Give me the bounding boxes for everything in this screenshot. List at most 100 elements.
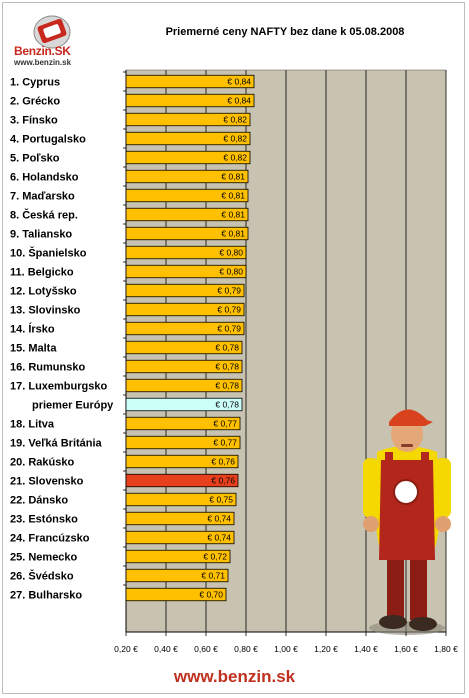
- bar: [125, 359, 243, 374]
- category-label: 24. Francúzsko: [10, 533, 90, 545]
- category-label: 8. Česká rep.: [10, 209, 78, 222]
- footer-url[interactable]: www.benzin.sk: [173, 667, 296, 686]
- category-label: 13. Slovinsko: [10, 305, 81, 317]
- bar: [125, 264, 247, 279]
- data-label: € 0,80: [219, 267, 243, 277]
- bar: [125, 131, 251, 146]
- category-label: priemer Európy: [32, 400, 114, 412]
- bar: [125, 150, 251, 165]
- category-label: 23. Estónsko: [10, 514, 78, 526]
- category-label: 1. Cyprus: [10, 77, 60, 89]
- category-label: 4. Portugalsko: [10, 134, 86, 146]
- x-tick-label: 1,00 €: [274, 644, 298, 654]
- bar: [125, 416, 241, 431]
- data-label: € 0,75: [209, 495, 233, 505]
- data-label: € 0,74: [207, 533, 231, 543]
- bar: [125, 454, 239, 469]
- bar-chart: € 0,84 1. Cyprus € 0,84 2. Grécko € 0,82 3. F…: [10, 69, 458, 654]
- bar: [125, 473, 239, 488]
- logo-url[interactable]: www.benzin.sk: [14, 58, 72, 67]
- data-label: € 0,71: [201, 571, 225, 581]
- category-label: 5. Poľsko: [10, 153, 60, 165]
- bar: [125, 340, 243, 355]
- data-label: € 0,82: [223, 134, 247, 144]
- category-label: 18. Litva: [10, 419, 55, 431]
- bar: [125, 492, 237, 507]
- bar: [125, 283, 245, 298]
- data-label: € 0,81: [221, 210, 245, 220]
- bar: [125, 207, 249, 222]
- bar: [125, 188, 249, 203]
- category-label: 25. Nemecko: [10, 552, 78, 564]
- data-label: € 0,72: [203, 552, 227, 562]
- data-label: € 0,82: [223, 153, 247, 163]
- bar: [125, 435, 241, 450]
- data-label: € 0,77: [213, 419, 237, 429]
- data-label: € 0,77: [213, 438, 237, 448]
- x-tick-label: 1,80 €: [434, 644, 458, 654]
- data-label: € 0,79: [217, 305, 241, 315]
- category-label: 26. Švédsko: [10, 570, 74, 583]
- data-label: € 0,79: [217, 324, 241, 334]
- category-label: 6. Holandsko: [10, 172, 79, 184]
- x-tick-label: 1,60 €: [394, 644, 418, 654]
- data-label: € 0,78: [215, 362, 239, 372]
- data-label: € 0,84: [227, 77, 251, 87]
- data-label: € 0,74: [207, 514, 231, 524]
- data-label: € 0,78: [215, 343, 239, 353]
- data-label: € 0,76: [211, 476, 235, 486]
- category-label: 7. Maďarsko: [10, 191, 75, 203]
- x-tick-label: 0,20 €: [114, 644, 138, 654]
- chart-title: Priemerné ceny NAFTY bez dane k 05.08.20…: [165, 26, 405, 38]
- bar: [125, 530, 235, 545]
- data-label: € 0,78: [215, 400, 239, 410]
- x-tick-label: 1,20 €: [314, 644, 338, 654]
- category-label: 19. Veľká Británia: [10, 438, 103, 450]
- bar: [125, 397, 243, 412]
- worker-mascot-icon: [363, 409, 451, 635]
- category-label: 17. Luxemburgsko: [10, 381, 107, 393]
- category-label: 14. Írsko: [10, 323, 55, 336]
- data-label: € 0,84: [227, 96, 251, 106]
- category-label: 22. Dánsko: [10, 495, 68, 507]
- x-tick-label: 0,80 €: [234, 644, 258, 654]
- bar: [125, 93, 255, 108]
- x-tick-label: 0,60 €: [194, 644, 218, 654]
- category-label: 16. Rumunsko: [10, 362, 85, 374]
- bar: [125, 321, 245, 336]
- category-label: 20. Rakúsko: [10, 457, 74, 469]
- data-label: € 0,70: [199, 590, 223, 600]
- category-label: 21. Slovensko: [10, 476, 84, 488]
- category-label: 12. Lotyšsko: [10, 286, 77, 298]
- bar: [125, 226, 249, 241]
- data-label: € 0,80: [219, 248, 243, 258]
- logo-brand: Benzin.SK: [14, 44, 71, 58]
- bar: [125, 568, 229, 583]
- bar: [125, 587, 227, 602]
- category-label: 9. Taliansko: [10, 229, 72, 241]
- category-label: 11. Belgicko: [10, 267, 74, 279]
- bar: [125, 74, 255, 89]
- x-tick-label: 0,40 €: [154, 644, 178, 654]
- data-label: € 0,81: [221, 172, 245, 182]
- bar: [125, 112, 251, 127]
- data-label: € 0,82: [223, 115, 247, 125]
- bar: [125, 549, 231, 564]
- benzin-logo-icon: [33, 15, 71, 49]
- data-label: € 0,76: [211, 457, 235, 467]
- bar: [125, 378, 243, 393]
- bar: [125, 245, 247, 260]
- data-label: € 0,81: [221, 229, 245, 239]
- x-tick-label: 1,40 €: [354, 644, 378, 654]
- bar: [125, 302, 245, 317]
- data-label: € 0,78: [215, 381, 239, 391]
- category-label: 10. Španielsko: [10, 247, 87, 260]
- category-label: 2. Grécko: [10, 96, 60, 108]
- bar: [125, 511, 235, 526]
- bar: [125, 169, 249, 184]
- data-label: € 0,81: [221, 191, 245, 201]
- category-label: 3. Fínsko: [10, 115, 58, 127]
- data-label: € 0,79: [217, 286, 241, 296]
- category-label: 27. Bulharsko: [10, 590, 82, 602]
- category-label: 15. Malta: [10, 343, 57, 355]
